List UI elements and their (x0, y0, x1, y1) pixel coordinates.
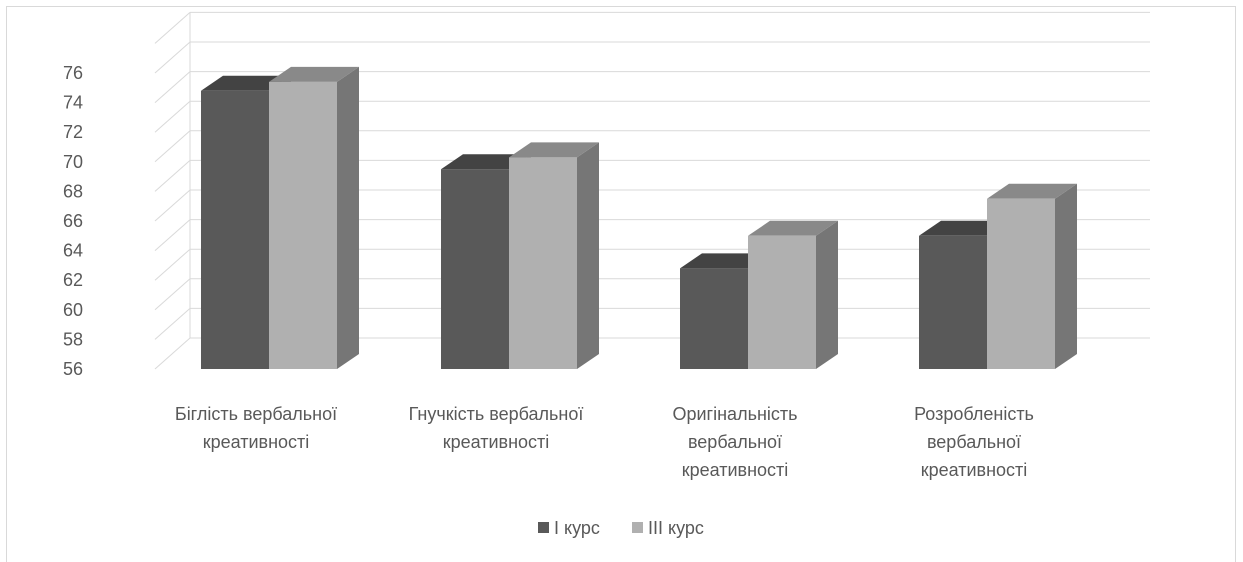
legend-label: I курс (554, 518, 600, 538)
y-tick-label: 72 (63, 122, 83, 142)
bar-top (509, 142, 599, 158)
bar (201, 90, 269, 369)
y-tick-label: 68 (63, 181, 83, 201)
x-category-label: Розробленість (914, 404, 1034, 424)
legend-swatch (538, 522, 549, 533)
side-gridline (154, 160, 191, 192)
bar-top (269, 66, 359, 82)
bar (441, 169, 509, 369)
side-gridline (154, 248, 191, 281)
x-category-label: Біглість вербальної (175, 404, 337, 424)
x-category-label: Оригінальність (672, 404, 797, 424)
y-tick-label: 66 (63, 211, 83, 231)
bar (269, 81, 337, 369)
bar-top (201, 75, 291, 91)
x-category-label: креативності (682, 460, 789, 480)
y-tick-label: 58 (63, 329, 83, 349)
legend-swatch (632, 522, 643, 533)
bar-top (680, 253, 770, 269)
bar-side (816, 220, 838, 369)
y-tick-label: 64 (63, 241, 83, 261)
bar (748, 235, 816, 369)
x-category-label: креативності (443, 432, 550, 452)
bar-top (919, 220, 1009, 236)
x-category-label: Гнучкість вербальної (409, 404, 584, 424)
bar-side (577, 142, 599, 369)
y-tick-label: 70 (63, 152, 83, 172)
x-category-label: вербальної (927, 432, 1021, 452)
bar (680, 268, 748, 369)
y-tick-label: 74 (63, 93, 83, 113)
bar-top (748, 220, 838, 236)
bar (987, 198, 1055, 369)
side-gridline (154, 308, 191, 340)
side-gridline (154, 100, 191, 133)
side-gridline (154, 189, 191, 222)
x-category-label: креативності (203, 432, 310, 452)
x-category-label: креативності (921, 460, 1028, 480)
side-gridline (154, 130, 191, 163)
bar-side (337, 66, 359, 369)
bar-top (441, 154, 531, 170)
bar (919, 235, 987, 369)
bar-side (1055, 183, 1077, 369)
side-gridline (154, 337, 191, 370)
x-category-label: вербальної (688, 432, 782, 452)
y-tick-label: 60 (63, 300, 83, 320)
y-tick-label: 62 (63, 270, 83, 290)
side-gridline (154, 219, 191, 251)
y-tick-label: 76 (63, 63, 83, 83)
side-gridline (154, 12, 191, 44)
bar (509, 157, 577, 369)
side-gridline (154, 41, 191, 74)
side-gridline (154, 71, 191, 103)
bar-top (987, 183, 1077, 199)
side-gridline (154, 278, 191, 311)
y-tick-label: 56 (63, 359, 83, 379)
legend-label: III курс (648, 518, 704, 538)
